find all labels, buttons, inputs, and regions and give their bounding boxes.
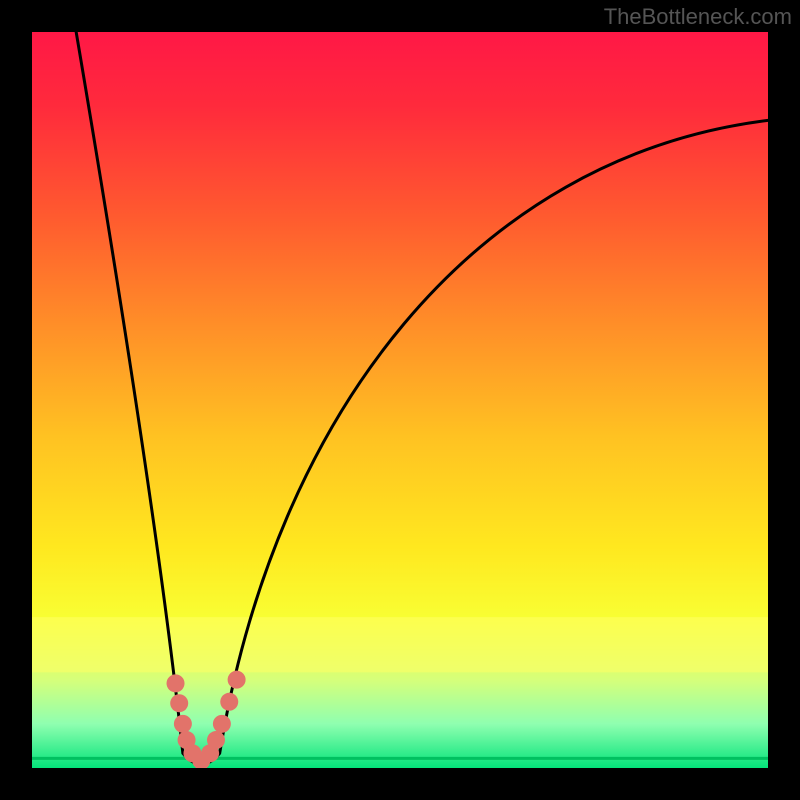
- valley-marker: [220, 693, 238, 711]
- chart-root: TheBottleneck.com: [0, 0, 800, 800]
- valley-marker: [170, 694, 188, 712]
- valley-marker: [228, 671, 246, 689]
- valley-marker: [174, 715, 192, 733]
- valley-marker: [207, 731, 225, 749]
- bottleneck-chart: [0, 0, 800, 800]
- yellow-band: [32, 617, 768, 672]
- valley-marker: [213, 715, 231, 733]
- valley-marker: [167, 674, 185, 692]
